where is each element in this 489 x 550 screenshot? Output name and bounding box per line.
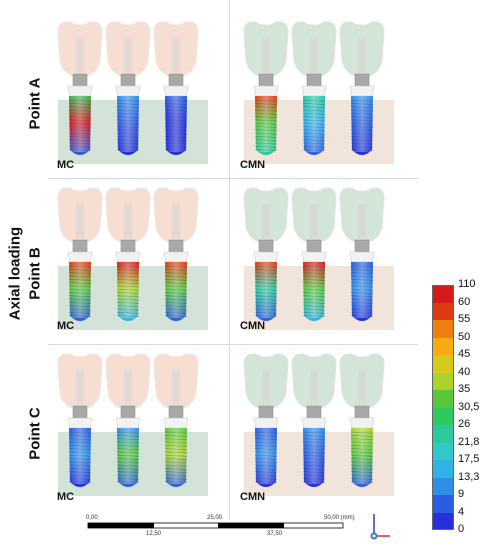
scale-tick-0: 0,00 xyxy=(86,515,98,521)
label-point-c-mc: MC xyxy=(57,491,75,503)
scale-bar xyxy=(87,522,344,529)
legend-color-5 xyxy=(432,372,454,390)
axial-loading-label: Axial loading xyxy=(6,226,24,321)
scale-tick-25: 25,00 xyxy=(207,515,223,521)
legend-value-2: 55 xyxy=(458,313,471,325)
implant-unit xyxy=(57,187,103,321)
implant-unit xyxy=(153,187,199,321)
panel-point-b-cmn xyxy=(243,187,394,330)
legend-color-9 xyxy=(432,442,454,460)
implant-unit xyxy=(57,353,103,487)
legend-value-4: 45 xyxy=(458,348,471,360)
label-point-a-mc: MC xyxy=(57,159,75,171)
label-point-c-cmn: CMN xyxy=(240,491,266,503)
legend-color-12 xyxy=(432,495,454,513)
implant-unit xyxy=(339,187,385,321)
implant-unit xyxy=(153,353,199,487)
implant-unit xyxy=(105,21,151,155)
panel-point-c-mc xyxy=(57,353,208,496)
legend-color-1 xyxy=(432,302,454,320)
implant-unit xyxy=(57,21,103,155)
legend-value-1: 60 xyxy=(458,295,471,308)
stress-color-legend: 110 60 55 50 45 40 35 30,5 26 21,8 17,5 13,3 9 4 0 xyxy=(430,277,485,539)
vertical-divider xyxy=(229,0,230,520)
implant-unit xyxy=(243,187,289,321)
legend-value-0: 110 xyxy=(458,278,476,290)
legend-color-3 xyxy=(432,337,454,355)
label-point-a-cmn: CMN xyxy=(240,159,266,171)
legend-color-13 xyxy=(432,512,454,530)
legend-color-7 xyxy=(432,407,454,425)
panel-point-b-mc xyxy=(57,187,208,330)
legend-color-10 xyxy=(432,460,454,478)
legend-value-5: 40 xyxy=(458,365,471,378)
implant-unit xyxy=(291,353,337,487)
legend-frame xyxy=(432,285,454,530)
legend-color-0 xyxy=(432,285,454,303)
panel-point-a-cmn xyxy=(243,21,394,164)
legend-color-6 xyxy=(432,390,454,408)
row-label-point-a: Point A xyxy=(26,77,44,130)
legend-value-12: 9 xyxy=(458,488,465,500)
legend-value-3: 50 xyxy=(458,330,471,343)
implant-unit xyxy=(339,21,385,155)
label-point-b-mc: MC xyxy=(57,320,75,332)
legend-value-11: 13,3 xyxy=(458,470,480,483)
implant-unit xyxy=(105,187,151,321)
implant-unit xyxy=(291,187,337,321)
scale-tick-50: 50,00 (mm) xyxy=(324,515,355,521)
legend-value-9: 21,8 xyxy=(458,435,480,448)
legend-color-4 xyxy=(432,355,454,373)
legend-value-8: 26 xyxy=(458,418,471,430)
label-point-b-cmn: CMN xyxy=(240,320,266,332)
axis-triad-icon xyxy=(370,514,390,540)
panel-point-c-cmn xyxy=(243,353,394,496)
implant-unit xyxy=(243,21,289,155)
legend-value-10: 17,5 xyxy=(458,453,480,465)
legend-color-8 xyxy=(432,425,454,443)
panel-point-a-mc xyxy=(57,21,208,164)
implant-unit xyxy=(105,353,151,487)
scale-tick-12-5: 12,50 xyxy=(146,531,162,537)
legend-value-7: 30,5 xyxy=(458,400,480,413)
implant-unit xyxy=(291,21,337,155)
legend-value-14: 0 xyxy=(458,523,465,535)
legend-value-13: 4 xyxy=(458,505,465,518)
implant-unit xyxy=(243,353,289,487)
implant-unit xyxy=(339,353,385,487)
row-label-point-b: Point B xyxy=(26,247,44,300)
scale-tick-37-5: 37,50 xyxy=(267,531,283,537)
horizontal-divider-2 xyxy=(48,344,418,345)
legend-color-2 xyxy=(432,320,454,338)
row-label-point-c: Point C xyxy=(26,407,44,460)
implant-unit xyxy=(153,21,199,155)
horizontal-divider-1 xyxy=(48,178,418,179)
legend-color-11 xyxy=(432,477,454,495)
legend-value-6: 35 xyxy=(458,383,471,395)
